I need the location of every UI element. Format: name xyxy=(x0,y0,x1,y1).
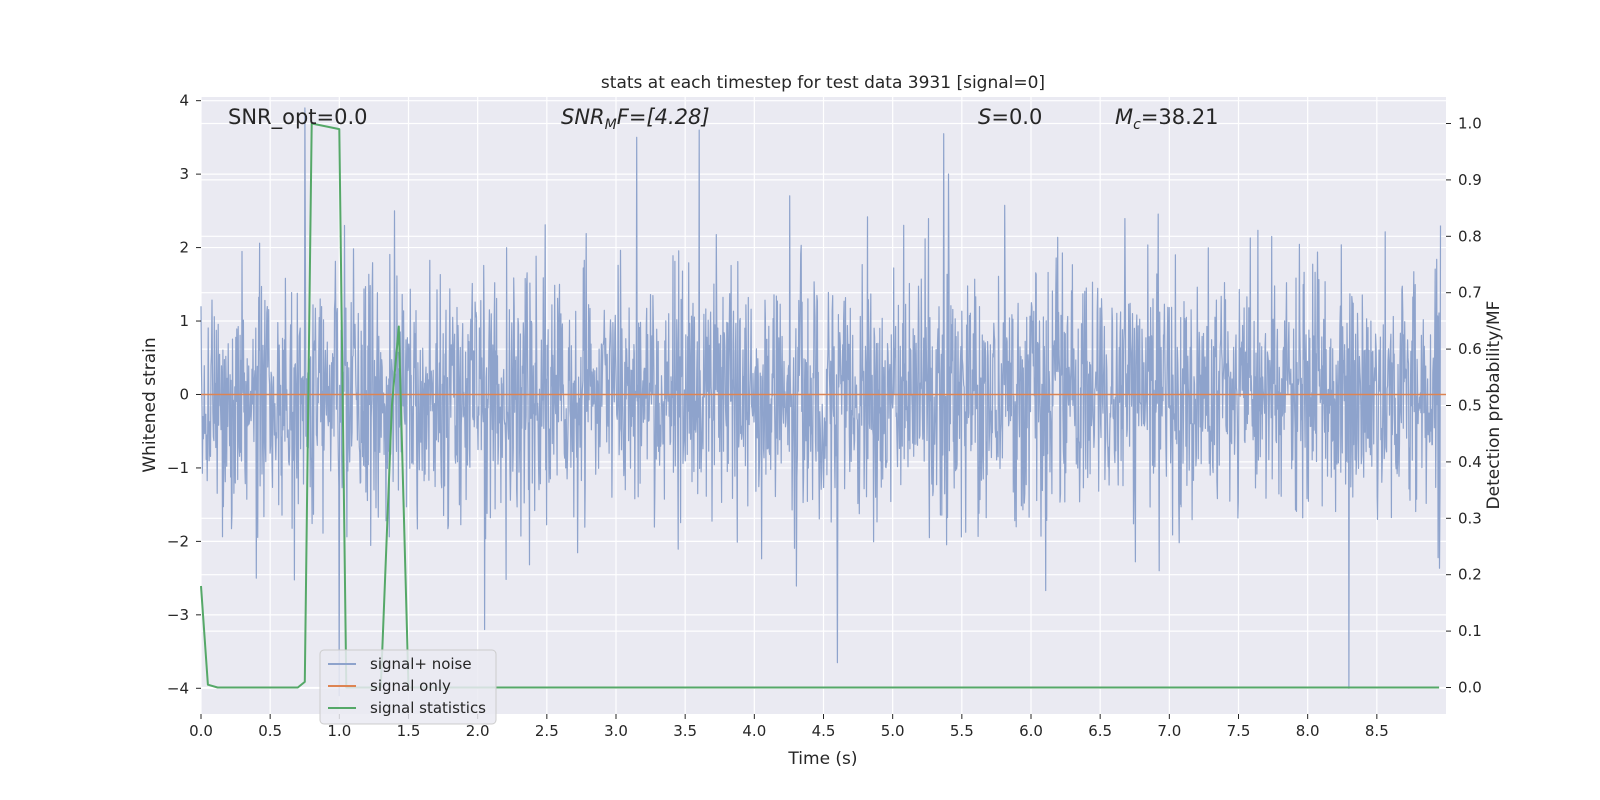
y-right-tick-label: 0.4 xyxy=(1458,453,1482,471)
y-right-tick-label: 0.0 xyxy=(1458,678,1482,696)
y-right-tick-label: 0.3 xyxy=(1458,509,1482,527)
y-tick-label: −2 xyxy=(167,532,189,550)
y-tick-label: 1 xyxy=(179,312,189,330)
x-tick-label: 3.0 xyxy=(604,722,628,740)
y-right-tick-label: 0.1 xyxy=(1458,622,1482,640)
legend-label-signal-noise: signal+ noise xyxy=(370,655,472,673)
legend: signal+ noise signal only signal statist… xyxy=(319,649,497,725)
annotation-mc: Mc=38.21 xyxy=(1115,105,1219,133)
annotation-mc-base: M xyxy=(1115,105,1133,129)
y-right-tick-label: 0.6 xyxy=(1458,340,1482,358)
x-tick-label: 2.5 xyxy=(535,722,559,740)
x-tick-label: 1.0 xyxy=(327,722,351,740)
x-tick-label: 7.0 xyxy=(1157,722,1181,740)
signal-statistics-line xyxy=(200,122,1440,689)
x-tick-label: 6.5 xyxy=(1088,722,1112,740)
signal-noise-line xyxy=(200,107,1442,697)
annotation-snr-mf-rest: F=[4.28] xyxy=(617,105,710,129)
y-right-tick-label: 1.0 xyxy=(1458,115,1482,133)
y-right-tick-label: 0.7 xyxy=(1458,284,1482,302)
x-tick-label: 2.0 xyxy=(466,722,490,740)
x-tick-label: 0.5 xyxy=(258,722,282,740)
y-tick-label: −1 xyxy=(167,459,189,477)
x-tick-label: 4.0 xyxy=(742,722,766,740)
y-tick-label: 4 xyxy=(179,92,189,110)
annotation-snr-mf-sub: M xyxy=(605,117,617,133)
y-ticks-right: 1.0 0.9 0.8 0.7 0.6 0.5 0.4 0.3 0.2 0.1 0.0 xyxy=(1446,115,1482,696)
x-tick-label: 4.5 xyxy=(812,722,836,740)
x-tick-label: 6.0 xyxy=(1019,722,1043,740)
y-axis-label-right: Detection probability/MF xyxy=(1484,301,1504,510)
x-axis-label: Time (s) xyxy=(787,749,857,769)
y-tick-label: −3 xyxy=(167,606,189,624)
annotation-snr-mf: SNRMF=[4.28] xyxy=(561,105,710,133)
y-tick-label: 3 xyxy=(179,165,189,183)
y-right-tick-label: 0.8 xyxy=(1458,227,1482,245)
annotation-snr-opt: SNR_opt=0.0 xyxy=(228,105,368,130)
x-tick-label: 1.5 xyxy=(397,722,421,740)
signal-noise-series xyxy=(200,107,1442,697)
y-right-tick-label: 0.5 xyxy=(1458,397,1482,415)
y-right-tick-label: 0.9 xyxy=(1458,171,1482,189)
x-tick-label: 7.5 xyxy=(1227,722,1251,740)
x-tick-label: 5.5 xyxy=(950,722,974,740)
y-tick-label: 0 xyxy=(179,385,189,403)
x-tick-label: 8.0 xyxy=(1296,722,1320,740)
legend-label-signal-only: signal only xyxy=(370,677,451,695)
annotation-mc-sub: c xyxy=(1133,117,1141,133)
y-right-tick-label: 0.2 xyxy=(1458,566,1482,584)
y-axis-label-left: Whitened strain xyxy=(140,337,160,472)
y-ticks-left: 4 3 2 1 0 −1 −2 −3 −4 xyxy=(167,92,201,697)
annotation-snr-mf-base: SNR xyxy=(561,105,605,129)
x-tick-label: 5.0 xyxy=(881,722,905,740)
legend-label-signal-statistics: signal statistics xyxy=(370,699,486,717)
x-ticks: 0.0 0.5 1.0 1.5 2.0 2.5 3.0 3.5 4.0 4.5 5.0 5.5 6.0 6… xyxy=(189,714,1389,740)
annotation-mc-value: =38.21 xyxy=(1141,105,1219,129)
y-tick-label: −4 xyxy=(167,679,189,697)
x-tick-label: 3.5 xyxy=(673,722,697,740)
x-tick-label: 0.0 xyxy=(189,722,213,740)
y-tick-label: 2 xyxy=(179,239,189,257)
annotation-s-symbol: S xyxy=(978,105,991,129)
chart-title: stats at each timestep for test data 393… xyxy=(601,73,1045,93)
annotation-s: S=0.0 xyxy=(978,105,1042,129)
x-tick-label: 8.5 xyxy=(1365,722,1389,740)
legend-box xyxy=(319,649,497,725)
annotation-s-value: =0.0 xyxy=(991,105,1042,129)
signal-statistics-series xyxy=(200,122,1440,689)
